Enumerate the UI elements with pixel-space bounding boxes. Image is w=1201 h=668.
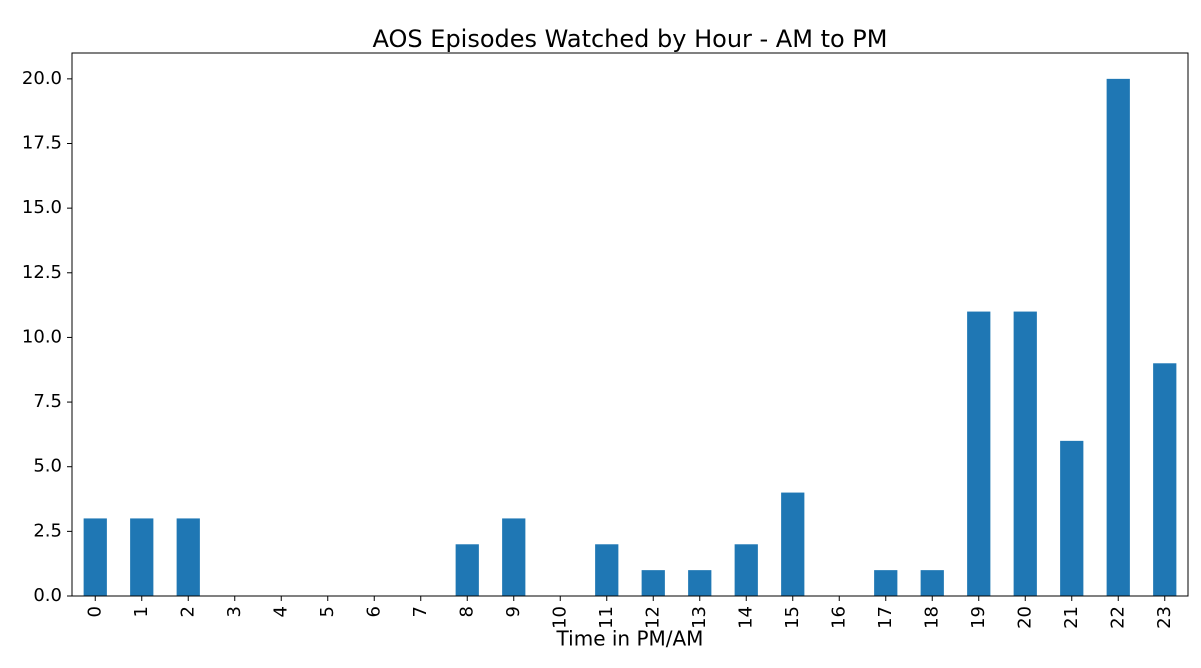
x-tick-label: 3 bbox=[224, 606, 245, 617]
x-tick-label: 16 bbox=[828, 606, 849, 629]
y-tick-label: 17.5 bbox=[22, 133, 62, 154]
x-tick-label: 10 bbox=[549, 606, 570, 629]
bar bbox=[781, 492, 805, 596]
x-tick-label: 23 bbox=[1154, 606, 1175, 629]
x-tick-label: 7 bbox=[410, 606, 431, 617]
x-tick-label: 21 bbox=[1061, 606, 1082, 629]
bar bbox=[130, 518, 154, 596]
y-tick-label: 15.0 bbox=[22, 197, 62, 218]
y-tick-label: 12.5 bbox=[22, 262, 62, 283]
y-tick-label: 20.0 bbox=[22, 68, 62, 89]
bar bbox=[920, 570, 944, 596]
bar bbox=[1013, 311, 1037, 596]
x-tick-label: 5 bbox=[317, 606, 338, 617]
x-axis-label: Time in PM/AM bbox=[556, 627, 704, 651]
bar bbox=[455, 544, 479, 596]
x-tick-label: 13 bbox=[689, 606, 710, 629]
chart-title: AOS Episodes Watched by Hour - AM to PM bbox=[373, 25, 888, 53]
bar bbox=[502, 518, 526, 596]
x-tick-label: 20 bbox=[1014, 606, 1035, 629]
plot-frame bbox=[71, 52, 1189, 597]
y-tick-label: 7.5 bbox=[33, 391, 62, 412]
x-tick-label: 1 bbox=[131, 606, 152, 617]
bar bbox=[688, 570, 712, 596]
bar bbox=[734, 544, 758, 596]
bar bbox=[967, 311, 991, 596]
x-tick-label: 17 bbox=[875, 606, 896, 629]
y-tick-label: 0.0 bbox=[33, 585, 62, 606]
x-tick-label: 8 bbox=[456, 606, 477, 617]
bar bbox=[176, 518, 200, 596]
bar bbox=[1106, 78, 1130, 597]
x-tick-label: 14 bbox=[735, 606, 756, 629]
x-tick-label: 4 bbox=[270, 606, 291, 617]
x-tick-label: 15 bbox=[782, 606, 803, 629]
bar bbox=[874, 570, 898, 596]
y-tick-label: 10.0 bbox=[22, 326, 62, 347]
y-tick-label: 5.0 bbox=[33, 456, 62, 477]
x-tick-label: 0 bbox=[84, 606, 105, 617]
bar bbox=[83, 518, 107, 596]
bar bbox=[1153, 363, 1177, 596]
x-tick-label: 19 bbox=[968, 606, 989, 629]
x-tick-label: 18 bbox=[921, 606, 942, 629]
x-tick-label: 2 bbox=[177, 606, 198, 617]
y-tick-label: 2.5 bbox=[33, 520, 62, 541]
x-tick-label: 9 bbox=[503, 606, 524, 617]
x-tick-label: 6 bbox=[363, 606, 384, 617]
x-tick-label: 11 bbox=[596, 606, 617, 629]
bar bbox=[641, 570, 665, 596]
x-tick-label: 12 bbox=[642, 606, 663, 629]
bar bbox=[595, 544, 619, 596]
bar bbox=[1060, 440, 1084, 596]
x-tick-label: 22 bbox=[1107, 606, 1128, 629]
